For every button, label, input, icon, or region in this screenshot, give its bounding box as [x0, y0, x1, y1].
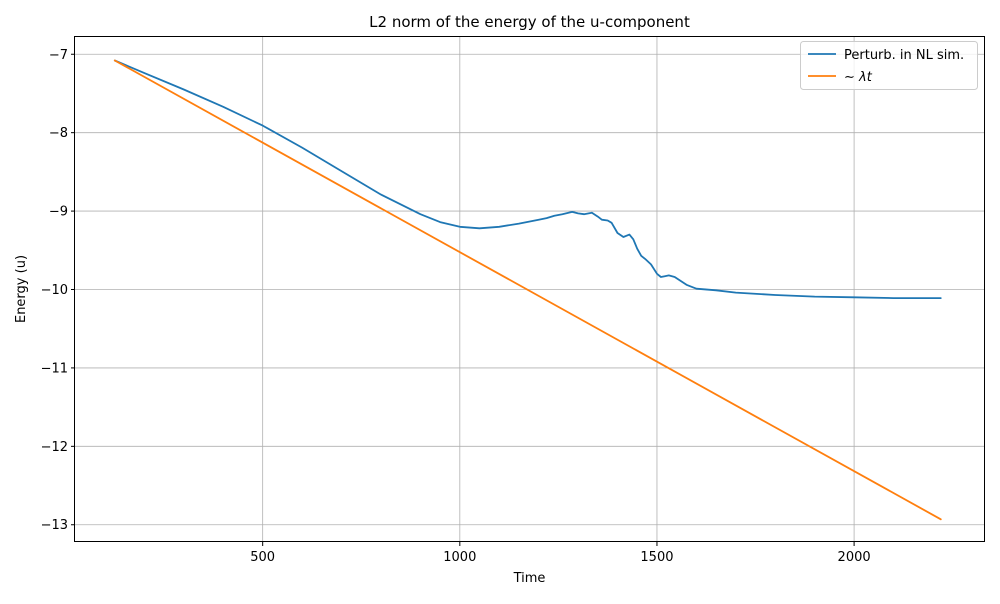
- y-tick-label: −11: [41, 361, 68, 376]
- legend-label-lambda: ∼ λt: [844, 70, 873, 85]
- series-line-lambda: [113, 59, 942, 521]
- y-axis-label: Energy (u): [14, 255, 29, 323]
- x-tick-label: 500: [250, 550, 275, 565]
- x-tick-label: 2000: [838, 550, 871, 565]
- x-axis-ticks: 500 1000 1500 2000: [250, 542, 871, 565]
- y-axis-ticks: −7 −8 −9 −10 −11 −12 −13: [41, 48, 75, 533]
- y-tick-label: −8: [49, 126, 68, 141]
- y-tick-label: −10: [41, 283, 68, 298]
- y-tick-label: −9: [49, 205, 68, 220]
- x-axis-label: Time: [513, 571, 546, 586]
- legend: Perturb. in NL sim. ∼ λt: [800, 41, 978, 90]
- series-line-perturb: [113, 59, 942, 300]
- plot-lines: [113, 59, 942, 521]
- x-tick-label: 1000: [443, 550, 476, 565]
- y-tick-label: −12: [41, 440, 68, 455]
- x-tick-label: 1500: [640, 550, 673, 565]
- y-tick-label: −13: [41, 518, 68, 533]
- legend-box: [800, 41, 978, 90]
- chart-title: L2 norm of the energy of the u-component: [369, 13, 690, 31]
- y-tick-label: −7: [49, 48, 68, 63]
- legend-label-perturb: Perturb. in NL sim.: [844, 48, 964, 63]
- grid: [75, 37, 985, 542]
